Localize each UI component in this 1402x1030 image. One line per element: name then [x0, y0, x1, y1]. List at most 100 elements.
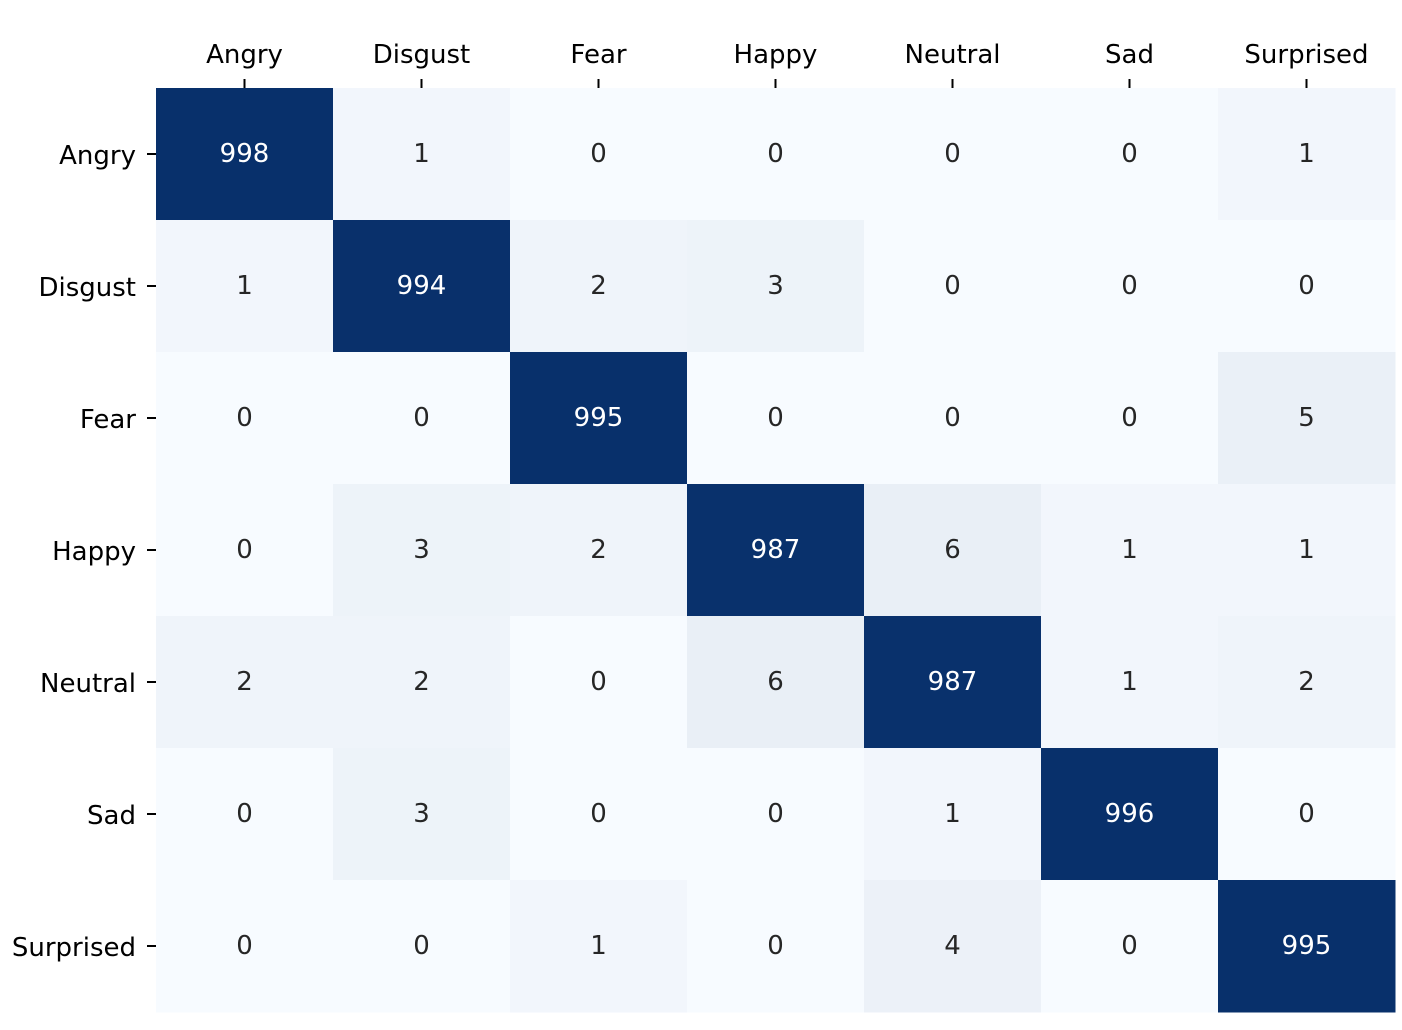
cell-value-label: 0 — [590, 799, 607, 829]
heatmap-cell — [1218, 88, 1396, 221]
cell-value-label: 1 — [1121, 535, 1138, 565]
cell-value-label: 0 — [767, 799, 784, 829]
cell-value-label: 3 — [413, 799, 430, 829]
cell-value-label: 1 — [236, 271, 253, 301]
heatmap-cell — [687, 484, 865, 617]
cell-value-label: 1 — [1298, 139, 1315, 169]
cell-value-label: 6 — [767, 667, 784, 697]
heatmap-cell — [1041, 748, 1219, 881]
heatmap-cell — [510, 880, 688, 1013]
cell-value-label: 0 — [1121, 403, 1138, 433]
heatmap-cell — [1041, 484, 1219, 617]
cell-value-label: 0 — [413, 931, 430, 961]
heatmap-cell — [864, 748, 1042, 881]
heatmap-cell — [156, 616, 334, 749]
heatmap-cell — [156, 352, 334, 485]
y-tick-label: Angry — [59, 141, 136, 171]
cell-value-label: 1 — [590, 931, 607, 961]
cell-value-label: 0 — [236, 799, 253, 829]
cell-value-label: 0 — [1121, 271, 1138, 301]
cell-value-label: 987 — [928, 667, 978, 697]
heatmap-cell — [1218, 880, 1396, 1013]
y-tick-label: Disgust — [38, 273, 136, 303]
heatmap-cell — [333, 616, 511, 749]
cell-value-label: 2 — [590, 535, 607, 565]
cell-value-label: 995 — [574, 403, 624, 433]
heatmap-cell — [333, 484, 511, 617]
cell-value-label: 0 — [236, 535, 253, 565]
cell-value-label: 0 — [944, 139, 961, 169]
heatmap-cell — [156, 748, 334, 881]
heatmap-cell — [1041, 880, 1219, 1013]
heatmap-cell — [864, 880, 1042, 1013]
cell-value-label: 0 — [413, 403, 430, 433]
cell-value-label: 3 — [767, 271, 784, 301]
cell-value-label: 0 — [944, 271, 961, 301]
heatmap-cell — [1041, 220, 1219, 353]
heatmap-cell — [333, 220, 511, 353]
x-tick-label: Neutral — [905, 40, 1001, 70]
cell-value-label: 995 — [1282, 931, 1332, 961]
cell-value-label: 4 — [944, 931, 961, 961]
heatmap-cell — [1218, 616, 1396, 749]
heatmap-cell — [687, 220, 865, 353]
heatmap-cell — [510, 484, 688, 617]
heatmap-cell — [687, 748, 865, 881]
cell-value-label: 0 — [590, 667, 607, 697]
heatmap-cell — [1041, 616, 1219, 749]
cell-value-label: 994 — [397, 271, 447, 301]
heatmap-cell — [510, 352, 688, 485]
heatmap-cell — [1218, 484, 1396, 617]
heatmap-cell — [864, 352, 1042, 485]
heatmap-cell — [864, 616, 1042, 749]
x-tick-label: Fear — [570, 40, 626, 70]
cell-value-label: 0 — [590, 139, 607, 169]
cell-value-label: 0 — [767, 139, 784, 169]
heatmap-cell — [864, 484, 1042, 617]
heatmap-cell — [510, 220, 688, 353]
y-tick-label: Surprised — [12, 933, 136, 963]
x-tick-label: Angry — [206, 40, 283, 70]
heatmap-cell — [687, 352, 865, 485]
cell-value-label: 1 — [1298, 535, 1315, 565]
x-tick-label: Sad — [1105, 40, 1154, 70]
cell-value-label: 2 — [590, 271, 607, 301]
heatmap-cells: 998 1 0 0 0 0 1 1 994 2 3 0 0 0 0 0 995 0 0 0 5 0 3 2 987 6 1 1 2 2 0 6… — [156, 88, 1396, 1013]
heatmap-cell — [333, 352, 511, 485]
cell-value-label: 2 — [1298, 667, 1315, 697]
heatmap-cell — [687, 616, 865, 749]
cell-value-label: 0 — [1298, 271, 1315, 301]
heatmap-cell — [333, 880, 511, 1013]
cell-value-label: 5 — [1298, 403, 1315, 433]
heatmap-cell — [510, 88, 688, 221]
y-tick-label: Sad — [87, 801, 136, 831]
heatmap-cell — [1041, 88, 1219, 221]
x-tick-label: Happy — [734, 40, 818, 70]
cell-value-label: 1 — [413, 139, 430, 169]
cell-value-label: 1 — [1121, 667, 1138, 697]
heatmap-cell — [864, 220, 1042, 353]
cell-value-label: 1 — [944, 799, 961, 829]
cell-value-label: 996 — [1105, 799, 1155, 829]
heatmap-cell — [864, 88, 1042, 221]
cell-value-label: 2 — [236, 667, 253, 697]
heatmap-cell — [156, 880, 334, 1013]
heatmap-cell — [156, 88, 334, 221]
heatmap-cell — [333, 748, 511, 881]
cell-value-label: 0 — [236, 931, 253, 961]
heatmap-cell — [687, 88, 865, 221]
x-tick-label: Surprised — [1244, 40, 1368, 70]
heatmap-cell — [333, 88, 511, 221]
cell-value-label: 3 — [413, 535, 430, 565]
x-axis: Angry Disgust Fear Happy Neutral Sad Surprised — [206, 40, 1369, 88]
cell-value-label: 0 — [1121, 931, 1138, 961]
cell-value-label: 0 — [767, 403, 784, 433]
cell-value-label: 0 — [767, 931, 784, 961]
y-axis: Angry Disgust Fear Happy Neutral Sad Surprised — [12, 141, 156, 963]
y-tick-label: Neutral — [40, 669, 136, 699]
x-tick-label: Disgust — [373, 40, 471, 70]
cell-value-label: 0 — [1121, 139, 1138, 169]
cell-value-label: 0 — [1298, 799, 1315, 829]
y-tick-label: Happy — [52, 537, 136, 567]
